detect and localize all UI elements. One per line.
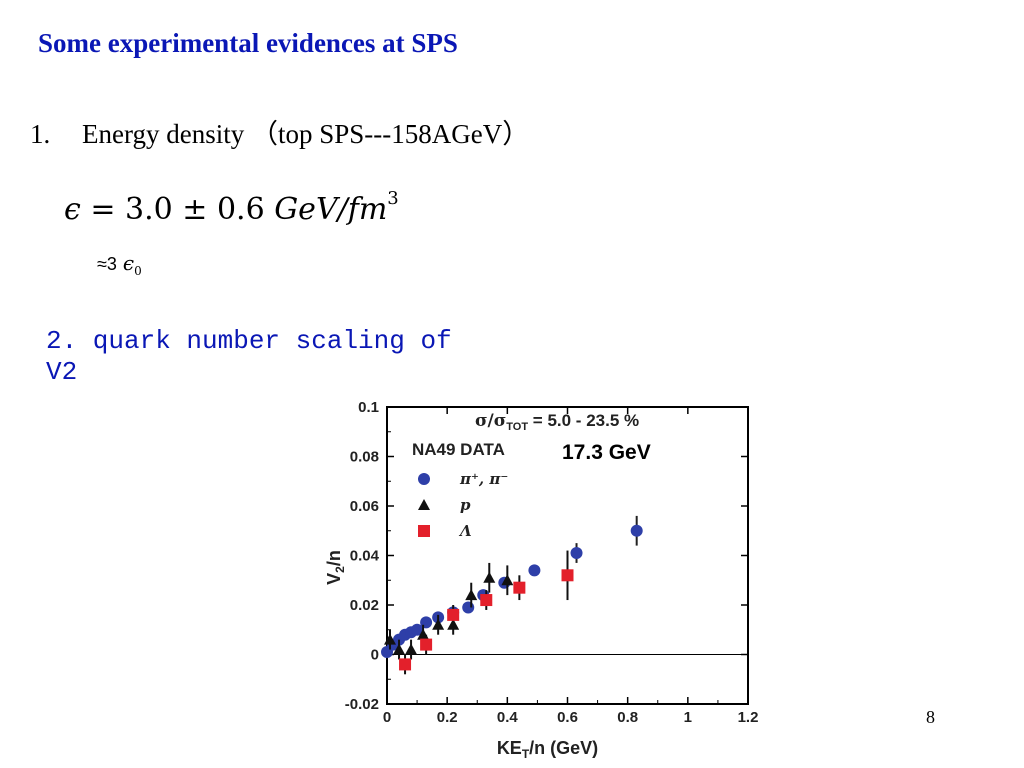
legend-label: π⁺, π⁻ — [459, 470, 508, 488]
proton-point — [432, 618, 445, 630]
lambda-point — [513, 581, 526, 594]
pion-point — [462, 601, 475, 614]
energy-label: 17.3 GeV — [562, 441, 651, 464]
legend-label: p — [460, 496, 471, 514]
y-tick-label: 0.06 — [350, 498, 379, 515]
formula-unit: GeV/fm — [274, 192, 388, 227]
lambda-point — [480, 594, 493, 607]
y-tick-label: 0 — [371, 647, 379, 664]
bullet-text-2-line2: V2 — [46, 357, 78, 387]
pion-point — [528, 564, 541, 577]
bullet-text-2-line1: 2. quark number scaling of — [46, 326, 452, 356]
legend-marker-lambda-point — [418, 525, 430, 537]
x-tick-label: 0.2 — [437, 709, 458, 726]
proton-point — [465, 589, 478, 601]
epsilon-symbol: ϵ — [64, 192, 81, 227]
page-number: 8 — [926, 707, 935, 727]
lambda-point — [420, 638, 433, 651]
x-tick-label: 0.4 — [497, 709, 519, 726]
lambda-point — [561, 569, 574, 582]
energy-density-formula: ϵ = 3.0 ± 0.6 GeV/fm3 — [64, 188, 399, 227]
x-tick-label: 0.8 — [617, 709, 638, 726]
chart-data-points — [381, 515, 643, 675]
dataset-label: NA49 DATA — [412, 440, 505, 459]
proton-point — [501, 574, 514, 586]
y-tick-label: 0.1 — [358, 399, 379, 416]
proton-point — [393, 643, 406, 655]
energy-label-bg — [555, 436, 687, 464]
lambda-point — [399, 658, 412, 671]
pion-point — [411, 623, 424, 636]
y-tick-label: 0.04 — [350, 548, 380, 565]
proton-point — [405, 643, 418, 655]
y-tick-label: 0.02 — [350, 597, 379, 614]
y-axis-label: V2/n — [324, 550, 347, 585]
legend-marker-proton-point — [418, 499, 430, 510]
chart-legend: σ/σTOT = 5.0 - 23.5 % NA49 DATA 17.3 GeV π⁺… — [412, 411, 687, 540]
lambda-point — [447, 608, 460, 621]
x-tick-label: 1.2 — [738, 709, 759, 726]
proton-point — [483, 571, 496, 583]
pion-point — [570, 547, 583, 560]
bullet-number-1: 1. — [30, 119, 51, 149]
epsilon0-symbol: ϵ0 — [122, 251, 142, 278]
v2-scaling-chart: 0 0.2 0.4 0.6 0.8 1 1.2-0.0200.020.040.060.080… — [324, 399, 758, 761]
x-tick-label: 0 — [383, 709, 391, 726]
bullet-item-1: 1. Energy density （top SPS---158AGeV） — [30, 112, 529, 151]
y-tick-label: 0.08 — [350, 449, 379, 466]
legend-marker-pion-point — [418, 473, 430, 485]
bullet-item-2: 2. quark number scaling of V2 — [46, 326, 526, 388]
x-axis-label: KET/n (GeV) — [497, 738, 598, 761]
bullet-text-1: Energy density （top SPS---158AGeV） — [82, 119, 530, 149]
chart-axes: 0 0.2 0.4 0.6 0.8 1 1.2-0.0200.020.040.060.080… — [324, 399, 758, 761]
pion-point — [420, 616, 433, 629]
formula-exponent: 3 — [387, 188, 399, 209]
formula-value: = 3.0 ± 0.6 — [90, 192, 265, 227]
proton-point — [384, 633, 397, 645]
x-tick-label: 0.6 — [557, 709, 578, 726]
legend-label: Λ — [458, 522, 472, 540]
x-tick-label: 1 — [684, 709, 692, 726]
approx-prefix: ≈3 — [97, 254, 117, 274]
approx-epsilon0: ≈3 ϵ0 — [97, 251, 142, 278]
y-tick-label: -0.02 — [345, 696, 379, 713]
slide-title: Some experimental evidences at SPS — [38, 28, 458, 58]
centrality-label: σ/σTOT = 5.0 - 23.5 % — [475, 411, 639, 433]
pion-point — [630, 524, 643, 537]
